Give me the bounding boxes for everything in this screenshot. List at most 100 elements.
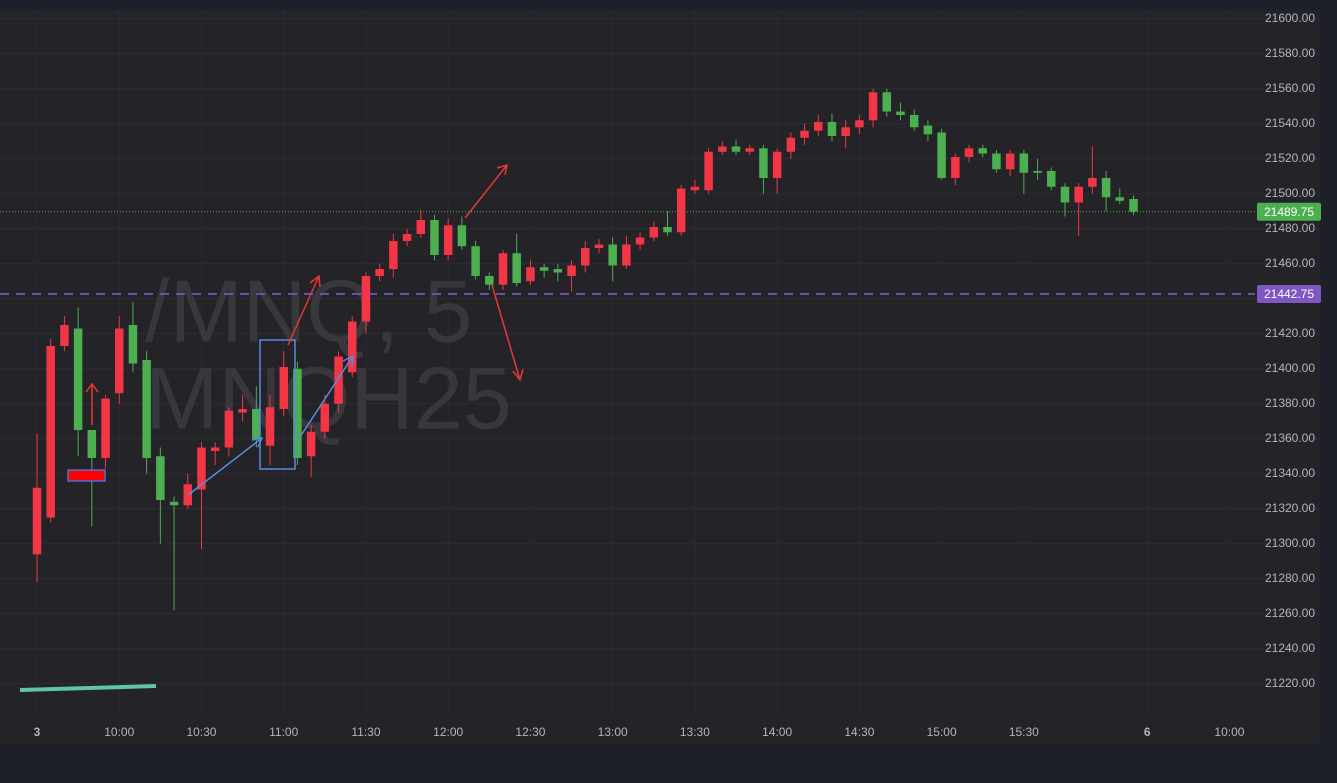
candle-body [635, 237, 645, 245]
candle-body [1060, 186, 1070, 203]
candle-body [293, 368, 302, 458]
candle-body [855, 120, 864, 128]
candle-body [690, 186, 700, 191]
price-badge [1257, 202, 1321, 221]
candle-body [279, 367, 288, 409]
candle-body [498, 253, 508, 285]
y-tick-label: 21300.00 [1265, 536, 1315, 550]
candle-body [265, 407, 275, 446]
candle-body [964, 148, 974, 157]
candle-body [306, 431, 316, 457]
x-tick-label: 12:00 [433, 725, 463, 739]
price-badge [1257, 284, 1321, 303]
candle-body [471, 246, 480, 276]
candle-body [539, 267, 549, 271]
y-tick-label: 21560.00 [1265, 81, 1315, 95]
x-tick-label: 11:30 [351, 725, 380, 739]
candle-body [800, 130, 809, 138]
candle-body [868, 92, 878, 121]
candle-body [32, 487, 42, 555]
annotation-line [19, 684, 157, 692]
y-tick-label: 21220.00 [1265, 676, 1315, 690]
annotation-box [259, 339, 296, 470]
candle-body [430, 220, 439, 255]
candle-body [896, 111, 905, 115]
candle-body [1047, 171, 1056, 187]
annotation-arrow [297, 354, 354, 441]
y-tick-label: 21340.00 [1265, 466, 1315, 480]
candle-body [567, 265, 576, 276]
price-badge-label: 21442.75 [1264, 287, 1314, 301]
annotation-arrow [464, 163, 508, 219]
y-tick-label: 21480.00 [1265, 221, 1315, 235]
y-tick-label: 21460.00 [1265, 256, 1315, 270]
x-tick-label: 12:30 [515, 725, 545, 739]
x-tick-label: 14:30 [844, 725, 874, 739]
y-tick-label: 21420.00 [1265, 326, 1315, 340]
candle-body [238, 409, 247, 413]
candle-body [402, 234, 412, 241]
candle-body [622, 244, 631, 266]
candle-body [676, 188, 686, 233]
x-tick-label: 3 [34, 725, 41, 739]
annotation-arrow [85, 382, 99, 425]
y-tick-label: 21260.00 [1265, 606, 1315, 620]
candle-body [882, 92, 892, 112]
candle-body [416, 220, 426, 234]
annotation-arrow [287, 274, 321, 346]
candles [32, 88, 1138, 611]
x-tick-label: 13:30 [680, 725, 710, 739]
candle-body [731, 146, 741, 152]
x-tick-label: 10:00 [1214, 725, 1244, 739]
candle-body [745, 148, 754, 152]
candle-body [46, 346, 55, 518]
y-tick-label: 21540.00 [1265, 116, 1315, 130]
x-tick-label: 13:00 [598, 725, 628, 739]
y-tick-label: 21520.00 [1265, 151, 1315, 165]
candle-body [252, 409, 261, 439]
candle-body [128, 325, 138, 364]
candle-body [909, 115, 919, 128]
candle-body [361, 276, 371, 322]
candle-body [320, 403, 330, 432]
y-tick-label: 21580.00 [1265, 46, 1315, 60]
candle-body [978, 148, 987, 154]
candle-body [608, 244, 617, 266]
candle-body [197, 447, 206, 490]
x-tick-label: 11:00 [269, 725, 298, 739]
grid [0, 10, 1320, 715]
annotation-arrow [491, 284, 524, 382]
x-tick-label: 10:30 [186, 725, 216, 739]
candle-body [60, 325, 69, 346]
candle-body [183, 484, 193, 506]
candle-body [553, 269, 563, 273]
y-tick-label: 21600.00 [1265, 11, 1315, 25]
x-tick-label: 10:00 [104, 725, 134, 739]
candle-body [485, 276, 494, 285]
annotation-box [67, 469, 106, 482]
candle-body [786, 137, 796, 152]
candle-body [73, 328, 83, 430]
candle-body [1005, 153, 1015, 170]
candle-body [512, 253, 521, 283]
candle-body [827, 122, 837, 136]
annotations [19, 163, 524, 692]
candle-body [937, 132, 946, 178]
candle-body [389, 241, 398, 269]
candle-body [772, 151, 782, 178]
candle-body [841, 127, 850, 136]
candle-body [1115, 197, 1125, 201]
y-tick-label: 21360.00 [1265, 431, 1315, 445]
candle-body [526, 267, 535, 282]
candle-body [375, 269, 384, 276]
y-tick-label: 21380.00 [1265, 396, 1315, 410]
candle-body [224, 410, 234, 448]
candle-body [457, 225, 467, 247]
candle-body [1019, 153, 1029, 173]
y-tick-label: 21500.00 [1265, 186, 1315, 200]
candle-body [114, 328, 124, 394]
candle-body [663, 227, 672, 233]
watermark: /MNQ, 5 [145, 261, 473, 360]
candle-body [718, 146, 727, 152]
